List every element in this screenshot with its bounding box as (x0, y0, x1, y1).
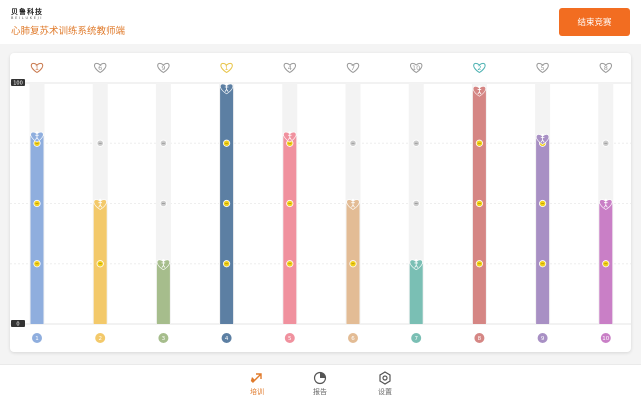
runner-head (288, 131, 291, 134)
student-index-badge[interactable] (474, 333, 485, 343)
rank-heart-icon (220, 62, 233, 74)
runner-head (351, 198, 355, 202)
runner-figure-icon (224, 85, 229, 92)
rank-label: 4 (288, 64, 292, 72)
runner-head (35, 131, 39, 134)
app-header: 贝鲁科技 B E I L U K E J I 心肺复苏术训练系统教师端 结束竞赛 (0, 0, 641, 44)
score-bar (156, 263, 170, 324)
student-index-label: 10 (602, 336, 609, 342)
runner-figure-icon (161, 261, 166, 268)
student-index-label: 5 (288, 336, 292, 342)
logo-text: 贝鲁科技 (11, 8, 43, 16)
score-bar (472, 90, 486, 324)
bottom-nav: 培训 报告 设置 (0, 364, 641, 402)
y-tick-label-max: 100 (13, 81, 23, 87)
rank-label: 9 (161, 64, 165, 72)
rank-label: 1 (35, 64, 39, 72)
runner-figure-icon (98, 201, 103, 208)
score-bar (409, 263, 423, 324)
nav-settings-label: 设置 (378, 388, 392, 396)
score-bar (536, 138, 550, 324)
rank-label: 7 (351, 64, 355, 72)
nav-training[interactable]: 培训 (237, 371, 277, 397)
student-index-label: 9 (541, 336, 545, 342)
rank-heart-icon (536, 62, 549, 74)
rank-heart-icon (473, 62, 486, 74)
student-index-label: 3 (162, 336, 166, 342)
report-icon (313, 371, 327, 385)
student-index-label: 7 (414, 336, 418, 342)
runner-figure-icon (287, 133, 292, 141)
nav-report-label: 报告 (313, 388, 327, 396)
company-logo: 贝鲁科技 B E I L U K E J I (11, 8, 43, 20)
nav-settings[interactable]: 设置 (365, 371, 405, 397)
rank-label: 10 (412, 64, 420, 72)
app-title: 心肺复苏术训练系统教师端 (11, 26, 126, 37)
settings-icon (379, 371, 391, 385)
nav-training-label: 培训 (250, 388, 264, 396)
score-bar (283, 136, 297, 324)
rank-heart-icon (157, 62, 170, 74)
student-index-badge[interactable] (32, 333, 42, 343)
score-bar (30, 136, 44, 324)
student-index-label: 2 (98, 336, 102, 342)
student-index-badge[interactable] (221, 333, 232, 343)
runner-figure-icon (414, 261, 419, 268)
y-tick-badge-min (11, 320, 25, 327)
student-index-label: 4 (225, 336, 229, 342)
runner-figure-icon (351, 201, 355, 208)
training-icon (250, 373, 262, 383)
student-index-label: 6 (351, 336, 355, 342)
rank-heart-icon (599, 62, 612, 74)
competition-panel: 100 0 1 1 6 2 9 3 1 4 4 5 7 6 10 7 2 8 5 9 8 10 (10, 53, 631, 352)
student-index-badge[interactable] (284, 333, 295, 343)
rank-label: 2 (477, 64, 481, 72)
student-index-label: 8 (478, 336, 482, 342)
runner-head (225, 83, 228, 86)
y-tick-badge-max (11, 79, 25, 86)
student-index-badge[interactable] (537, 333, 548, 343)
runner-figure-icon (603, 201, 608, 208)
rank-heart-icon (94, 62, 107, 74)
y-tick-label-min: 0 (16, 322, 19, 328)
rank-label: 8 (604, 64, 608, 72)
nav-report[interactable]: 报告 (300, 371, 340, 397)
runner-figure-icon (540, 136, 545, 143)
competition-bar-chart: 100 0 1 1 6 2 9 3 1 4 4 5 7 6 10 7 2 8 5 9 8 10 (10, 62, 631, 343)
rank-heart-icon (410, 62, 423, 74)
rank-heart-icon (346, 62, 360, 74)
runner-head (162, 259, 165, 262)
student-index-badge[interactable] (411, 333, 422, 343)
rank-label: 5 (541, 64, 545, 72)
rank-label: 1 (225, 64, 229, 72)
student-index-label: 1 (35, 336, 39, 342)
student-index-badge[interactable] (600, 333, 611, 343)
logo-subtext: B E I L U K E J I (11, 16, 42, 20)
runner-figure-icon (35, 133, 39, 141)
runner-head (478, 85, 481, 88)
student-index-badge[interactable] (348, 333, 358, 343)
runner-head (541, 133, 544, 137)
runner-figure-icon (477, 87, 482, 95)
student-index-badge[interactable] (158, 333, 169, 343)
rank-heart-icon (283, 62, 296, 74)
runner-head (99, 198, 102, 202)
runner-head (604, 198, 607, 202)
rank-heart-icon (30, 62, 44, 74)
rank-label: 6 (98, 64, 102, 72)
runner-head (415, 259, 418, 262)
student-index-badge[interactable] (95, 333, 106, 343)
end-competition-button[interactable]: 结束竞赛 (559, 8, 630, 36)
